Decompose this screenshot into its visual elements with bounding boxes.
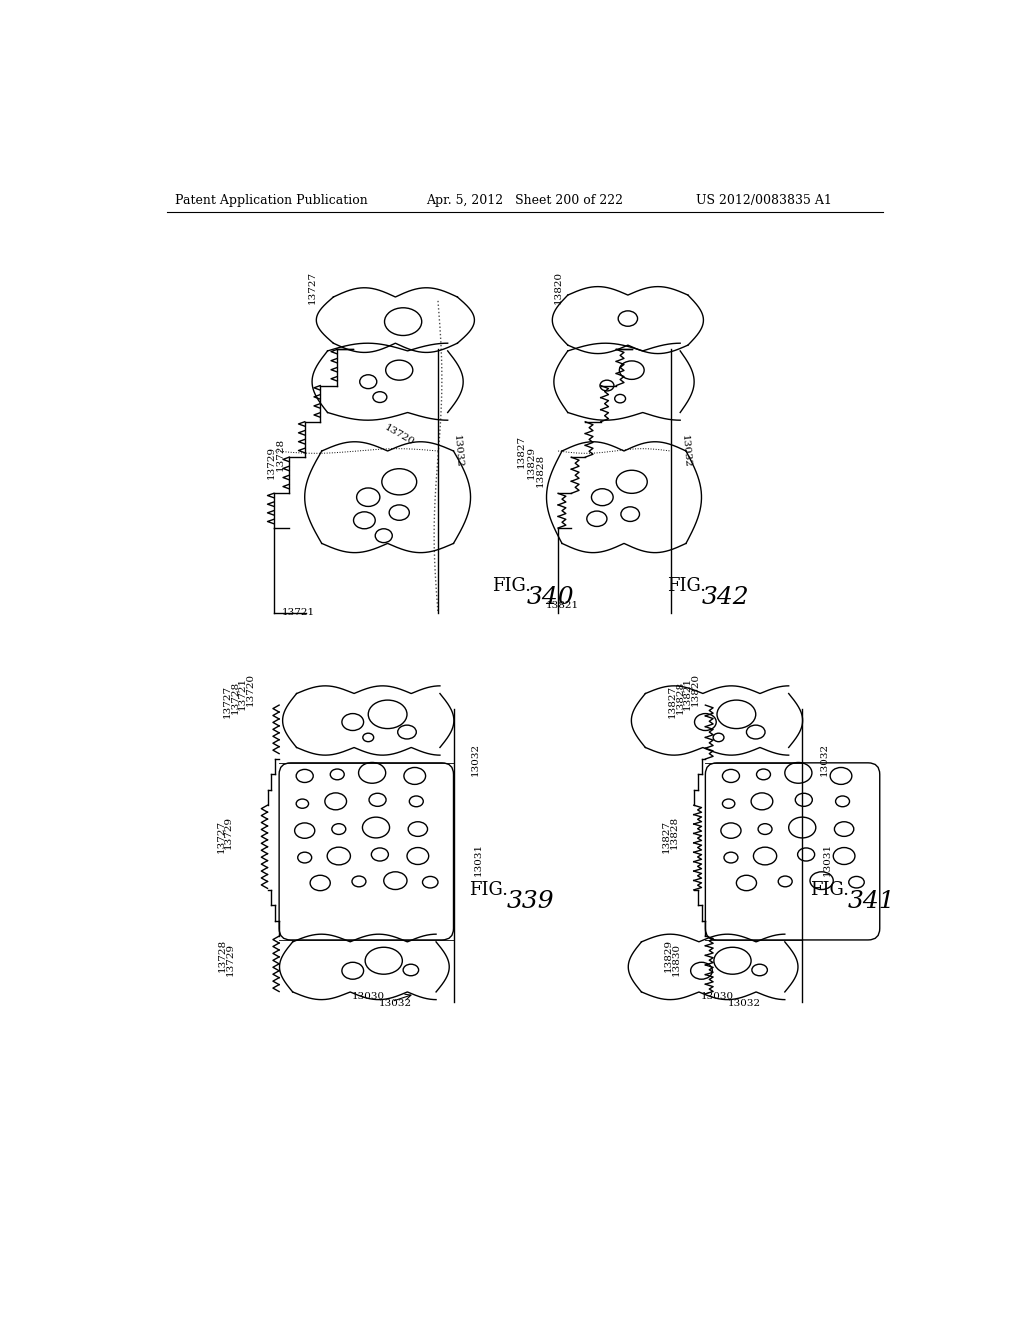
Text: 13032: 13032 (728, 999, 761, 1008)
Text: 13721: 13721 (282, 609, 315, 618)
Text: 341: 341 (847, 890, 895, 913)
Text: 13827: 13827 (663, 820, 671, 853)
Text: 13827: 13827 (517, 434, 526, 467)
Text: 13820: 13820 (691, 673, 699, 706)
Text: US 2012/0083835 A1: US 2012/0083835 A1 (695, 194, 831, 207)
Text: 342: 342 (701, 586, 750, 609)
Text: 13828: 13828 (670, 816, 679, 849)
Text: 13728: 13728 (218, 939, 227, 972)
Text: 13031: 13031 (822, 842, 831, 875)
Text: 13727: 13727 (308, 271, 317, 305)
Text: FIG.: FIG. (493, 577, 531, 595)
Text: 13829: 13829 (664, 939, 673, 972)
Text: 339: 339 (506, 890, 554, 913)
Text: 13032: 13032 (452, 434, 463, 467)
Text: Apr. 5, 2012   Sheet 200 of 222: Apr. 5, 2012 Sheet 200 of 222 (426, 194, 624, 207)
Text: 13729: 13729 (226, 942, 234, 975)
Text: 13728: 13728 (276, 438, 285, 471)
Text: 13729: 13729 (224, 816, 233, 849)
Text: 13031: 13031 (474, 842, 482, 875)
Text: 13727: 13727 (216, 820, 225, 853)
Text: 13821: 13821 (683, 677, 692, 710)
Text: 13030: 13030 (351, 991, 385, 1001)
Text: 13820: 13820 (554, 271, 562, 305)
Text: 13032: 13032 (471, 742, 479, 776)
FancyBboxPatch shape (706, 763, 880, 940)
Text: 13729: 13729 (267, 446, 275, 479)
Text: 13032: 13032 (379, 999, 412, 1008)
Text: 13720: 13720 (383, 424, 416, 447)
Text: 13032: 13032 (680, 434, 692, 467)
Text: 13830: 13830 (672, 942, 680, 975)
Text: 13727: 13727 (222, 685, 231, 718)
Text: Patent Application Publication: Patent Application Publication (175, 194, 368, 207)
Text: 13827: 13827 (668, 685, 677, 718)
Text: 13032: 13032 (819, 742, 828, 776)
FancyBboxPatch shape (280, 763, 454, 940)
Text: 340: 340 (527, 586, 574, 609)
Text: 13720: 13720 (246, 673, 255, 706)
Text: 13821: 13821 (546, 601, 579, 610)
Text: 13728: 13728 (230, 681, 240, 714)
Text: 13030: 13030 (700, 991, 733, 1001)
Text: 13721: 13721 (239, 677, 247, 710)
Text: 13828: 13828 (675, 681, 684, 714)
Text: FIG.: FIG. (667, 577, 706, 595)
Text: 13829: 13829 (526, 446, 536, 479)
Text: 13828: 13828 (536, 454, 545, 487)
Text: FIG.: FIG. (810, 880, 849, 899)
Text: FIG.: FIG. (469, 880, 508, 899)
